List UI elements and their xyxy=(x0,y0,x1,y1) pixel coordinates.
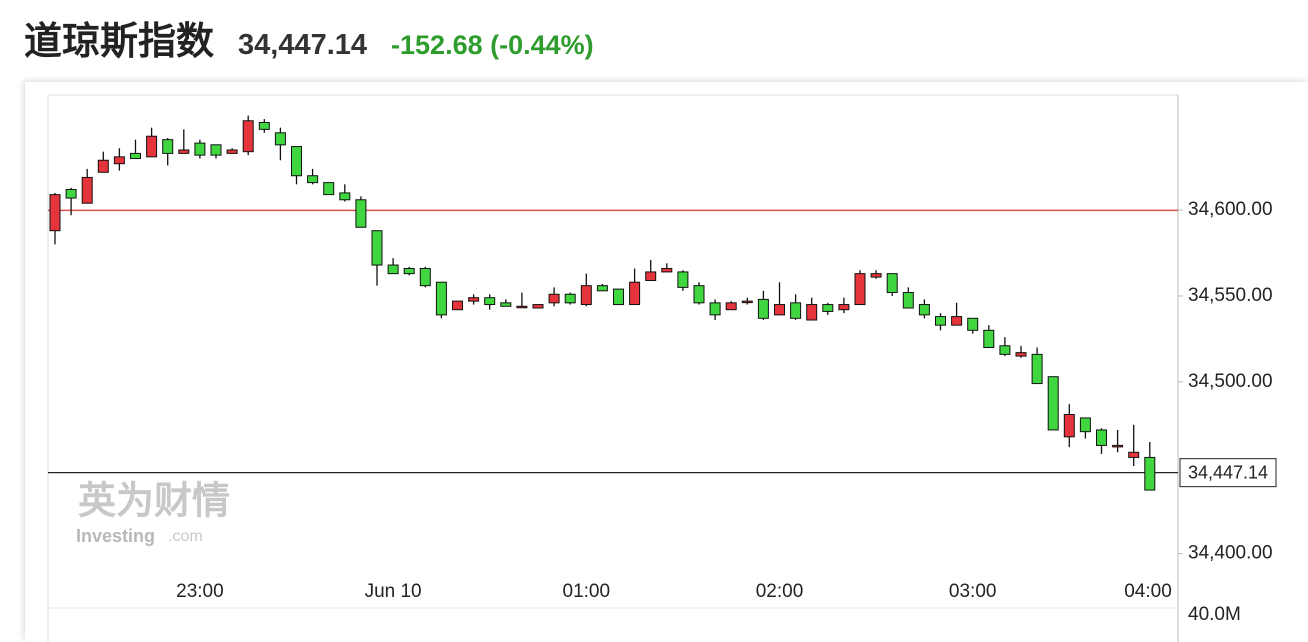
candle-body xyxy=(790,302,802,319)
candle-body xyxy=(999,345,1011,355)
candle-body xyxy=(387,264,399,275)
change: -152.68 (-0.44%) xyxy=(391,30,594,60)
candle-body xyxy=(564,293,576,304)
candle-body xyxy=(130,152,141,160)
x-tick-label: 02:00 xyxy=(756,581,804,602)
candle-body xyxy=(1144,456,1156,491)
candle-body xyxy=(870,273,882,278)
candle-body xyxy=(661,267,673,273)
candle-body xyxy=(806,304,818,321)
candle-body xyxy=(178,149,190,154)
candle-body xyxy=(1079,417,1091,433)
candle-body xyxy=(242,120,254,153)
x-tick-label: 23:00 xyxy=(176,581,224,602)
candle-body xyxy=(516,305,528,309)
candle-body xyxy=(194,142,206,156)
candle-body xyxy=(1096,429,1107,446)
candle-body xyxy=(355,199,367,228)
candle-body xyxy=(1128,451,1140,458)
candle-body xyxy=(1112,444,1124,448)
candle-body xyxy=(274,132,286,146)
candle-body xyxy=(162,139,174,154)
candle-body xyxy=(65,188,77,199)
candle-body xyxy=(886,273,898,294)
candle-body xyxy=(435,281,447,316)
candle-body xyxy=(757,298,769,319)
watermark: .com xyxy=(168,528,203,545)
candle-body xyxy=(226,149,238,154)
volume-label: 40.0M xyxy=(1188,604,1241,625)
candle-body xyxy=(918,304,930,316)
candle-body xyxy=(323,182,335,196)
x-tick-label: 03:00 xyxy=(949,581,997,602)
x-tick-label: 01:00 xyxy=(563,581,611,602)
y-tick-label: 34,550.00 xyxy=(1188,285,1273,306)
candle-body xyxy=(613,288,624,306)
candle-body xyxy=(822,304,834,312)
candle-body xyxy=(210,144,222,156)
candle-body xyxy=(307,175,319,184)
candle-body xyxy=(1063,413,1075,438)
y-tick-label: 34,400.00 xyxy=(1188,543,1273,564)
candle-body xyxy=(709,302,721,316)
candle-body xyxy=(371,230,383,266)
price: 34,447.14 xyxy=(238,29,368,61)
last-price-label: 34,447.14 xyxy=(1188,462,1268,482)
candle-body xyxy=(258,121,270,130)
candle-body xyxy=(291,146,302,177)
candle-body xyxy=(677,271,689,288)
candle-body xyxy=(452,300,463,311)
candle-body xyxy=(951,316,963,326)
candle-body xyxy=(774,304,785,316)
candle-body xyxy=(596,285,608,292)
watermark: 英为财情 xyxy=(78,479,230,523)
title: 道琼斯指数 xyxy=(24,19,215,63)
candle-body xyxy=(419,267,431,287)
candle-body xyxy=(645,271,657,282)
candle-body xyxy=(629,281,641,306)
candle-body xyxy=(339,192,351,201)
candle-body xyxy=(902,292,914,309)
watermark: Investing xyxy=(76,526,155,546)
candle-body xyxy=(967,317,979,331)
candle-body xyxy=(935,316,946,326)
candle-body xyxy=(580,285,592,306)
candle-body xyxy=(81,176,93,204)
candle-body xyxy=(1047,376,1059,431)
candle-body xyxy=(548,293,560,304)
candle-body xyxy=(1015,352,1027,357)
candle-body xyxy=(1031,353,1043,385)
candle-body xyxy=(838,304,850,311)
last-price-box xyxy=(1179,458,1277,488)
x-tick-label: Jun 10 xyxy=(365,581,422,602)
candle-body xyxy=(741,300,753,304)
candle-body xyxy=(49,194,61,232)
x-tick-label: 04:00 xyxy=(1124,581,1172,602)
candle-body xyxy=(854,273,866,306)
candle-body xyxy=(97,159,109,173)
y-tick-label: 34,600.00 xyxy=(1188,199,1273,220)
candle-body xyxy=(500,302,512,307)
candle-body xyxy=(468,297,480,302)
candle-body xyxy=(693,285,705,304)
candle-body xyxy=(403,267,415,275)
candle-body xyxy=(983,329,995,348)
candle-body xyxy=(113,156,125,165)
y-tick-label: 34,500.00 xyxy=(1188,371,1273,392)
candle-body xyxy=(146,135,158,158)
candle-body xyxy=(532,304,544,309)
header: 道琼斯指数 34,447.14 -152.68 (-0.44%) xyxy=(24,10,594,70)
candle-body xyxy=(484,297,496,306)
plot-frame xyxy=(47,94,1179,642)
candle-body xyxy=(725,302,737,311)
